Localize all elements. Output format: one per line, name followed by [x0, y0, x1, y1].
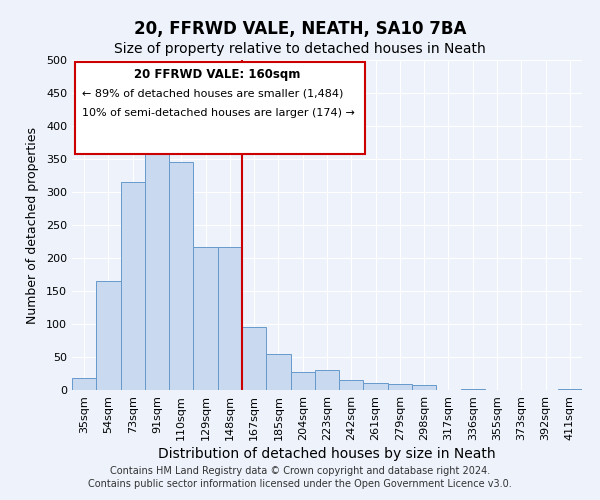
Text: 20 FFRWD VALE: 160sqm: 20 FFRWD VALE: 160sqm [134, 68, 301, 81]
Bar [339, 380, 364, 390]
Bar [315, 370, 339, 390]
Bar [72, 378, 96, 390]
Bar [290, 372, 315, 390]
Bar [218, 248, 242, 390]
Bar [558, 388, 582, 390]
Bar [169, 162, 193, 390]
Bar [193, 248, 218, 390]
Bar [145, 140, 169, 390]
Text: Contains public sector information licensed under the Open Government Licence v3: Contains public sector information licen… [88, 479, 512, 489]
Bar [412, 384, 436, 390]
Text: 10% of semi-detached houses are larger (174) →: 10% of semi-detached houses are larger (… [82, 108, 355, 118]
Bar [121, 182, 145, 390]
Text: 20, FFRWD VALE, NEATH, SA10 7BA: 20, FFRWD VALE, NEATH, SA10 7BA [134, 20, 466, 38]
Bar [242, 328, 266, 390]
Bar [364, 384, 388, 390]
Text: Size of property relative to detached houses in Neath: Size of property relative to detached ho… [114, 42, 486, 56]
X-axis label: Distribution of detached houses by size in Neath: Distribution of detached houses by size … [158, 447, 496, 461]
FancyBboxPatch shape [74, 62, 365, 154]
Bar [388, 384, 412, 390]
Y-axis label: Number of detached properties: Number of detached properties [26, 126, 39, 324]
Text: ← 89% of detached houses are smaller (1,484): ← 89% of detached houses are smaller (1,… [82, 88, 344, 98]
Bar [266, 354, 290, 390]
Bar [96, 281, 121, 390]
Text: Contains HM Land Registry data © Crown copyright and database right 2024.: Contains HM Land Registry data © Crown c… [110, 466, 490, 476]
Bar [461, 388, 485, 390]
